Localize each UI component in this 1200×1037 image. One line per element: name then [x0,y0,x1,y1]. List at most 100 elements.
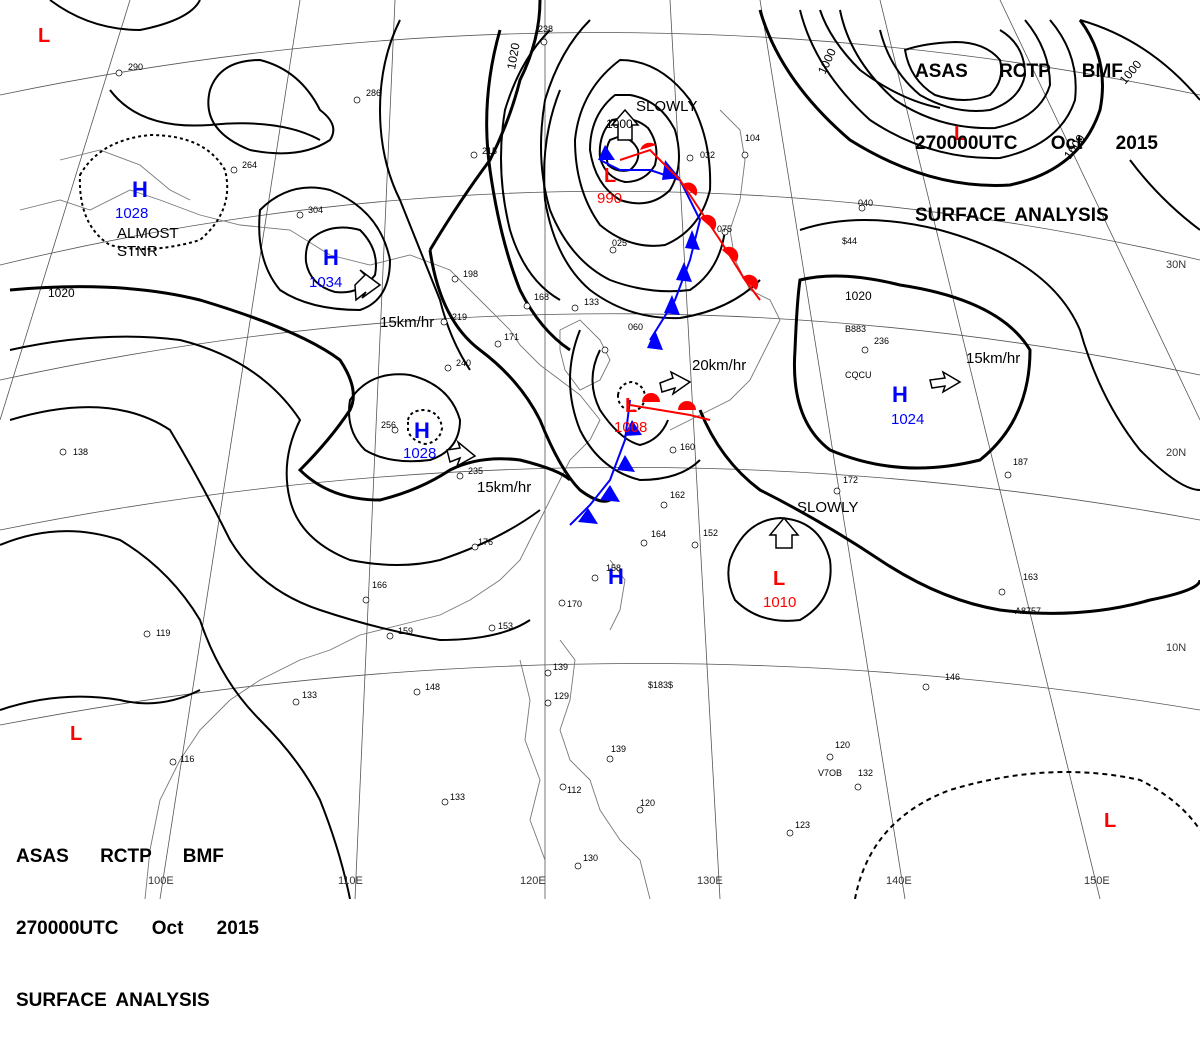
movement-labels: SLOWLY 15km/hr 15km/hr 20km/hr 15km/hr S… [117,98,1020,516]
chart-header: ASAS RCTP BMF [16,846,224,867]
svg-text:166: 166 [372,580,387,590]
station-symbol: 148 [413,682,440,696]
movement-label: 15km/hr [966,350,1020,367]
station-symbol: 236 [861,336,889,354]
station-symbol: 123 [786,820,810,837]
station-symbol: 286 [353,88,381,104]
station-symbol: 152 [691,528,718,549]
station-symbol: 132 [854,768,873,791]
graticule [0,0,1200,899]
svg-text:172: 172 [843,475,858,485]
svg-text:219: 219 [452,312,467,322]
svg-text:170: 170 [567,599,582,609]
movement-label: SLOWLY [797,499,858,516]
high-center-h: H [323,245,339,270]
station-symbol: 163 [998,572,1038,596]
station-symbol: 133 [571,297,599,312]
svg-text:304: 304 [308,205,323,215]
high-center-value: 1028 [403,445,436,462]
station-symbol: 160 [669,442,695,454]
movement-label: 20km/hr [692,357,746,374]
svg-text:119: 119 [156,628,170,638]
svg-text:152: 152 [703,528,718,538]
high-center-value: 1034 [309,274,342,291]
svg-text:168: 168 [534,292,549,302]
svg-text:164: 164 [651,529,666,539]
low-center-value: 1010 [763,594,796,611]
svg-text:075: 075 [717,224,732,234]
svg-text:104: 104 [745,133,760,143]
station-symbol: 040 [858,198,873,212]
station-symbol: 130 [574,853,598,870]
station-symbol: 198 [451,269,478,283]
cold-front [569,145,702,526]
station-symbol: 171 [494,332,519,348]
station-symbol: 164 [640,529,666,547]
station-symbol: 075 [717,224,732,236]
station-id: B883 [845,324,866,334]
lon-label: 140E [886,875,912,887]
station-symbol: 138 [59,447,88,457]
movement-label: STNR [117,243,158,260]
movement-label: ALMOST [117,225,179,242]
station-symbol: 153 [488,621,513,632]
svg-text:158: 158 [606,563,621,573]
station-symbol: 256 [381,420,399,434]
svg-text:148: 148 [425,682,440,692]
svg-text:238: 238 [538,24,553,34]
svg-text:133: 133 [450,792,465,802]
svg-text:120: 120 [835,740,850,750]
station-symbol: 170 [558,599,582,609]
svg-text:286: 286 [366,88,381,98]
svg-text:215: 215 [482,146,497,156]
station-symbol: 187 [1004,457,1028,479]
station-symbol: 159 [386,626,413,640]
lon-label: 110E [338,875,363,887]
lat-label: 10N [1166,642,1186,654]
svg-text:132: 132 [858,768,873,778]
chart-valid-time: 270000UTC Oct 2015 [16,918,259,939]
station-symbol: 120 [636,798,655,814]
station-symbol: 264 [230,160,257,174]
warm-front [619,142,761,421]
high-center-h: H [414,418,430,443]
low-center-l: L [38,25,50,47]
svg-text:060: 060 [628,322,643,332]
station-symbol: 060 [601,322,643,354]
coastlines [19,109,781,899]
station-symbol: 166 [362,580,387,604]
svg-text:264: 264 [242,160,257,170]
station-symbol: 158 [591,563,621,582]
isobar-label: 1000 [815,46,839,76]
station-symbol: 120 [826,740,850,761]
low-center-value: 990 [597,190,622,207]
station-id: $183$ [648,680,673,690]
movement-label: SLOWLY [636,98,697,115]
station-symbol: 304 [296,205,323,219]
station-symbol: 119 [143,628,170,638]
svg-text:290: 290 [128,62,143,72]
svg-text:133: 133 [302,690,317,700]
station-symbol: 025 [609,238,627,254]
svg-text:162: 162 [670,490,685,500]
lon-label: 130E [697,875,723,887]
station-symbol: 032 [686,150,715,162]
graticule-labels: 100E 110E 120E 130E 140E 150E 30N 20N 10… [148,259,1186,887]
svg-text:130: 130 [583,853,598,863]
low-center-l: L [625,395,637,417]
station-symbol: 139 [544,662,568,677]
low-center-value: 1008 [614,419,647,436]
station-symbol: 104 [741,133,760,159]
isobar-label: 1020 [504,41,522,70]
svg-text:139: 139 [611,744,626,754]
low-center-l: L [954,123,966,145]
station-symbol: 133 [441,792,465,806]
chart-title-bottom: ASAS RCTP BMF 270000UTC Oct 2015 SURFACE… [16,797,259,1037]
lon-label: 150E [1084,875,1110,887]
low-center-l: L [1104,810,1116,832]
svg-text:123: 123 [795,820,810,830]
svg-text:139: 139 [553,662,568,672]
isobar-label: 1020 [845,289,872,303]
station-plots: 290 264 304 198 240 256 219 235 176 166 … [59,24,1041,870]
station-symbol: 235 [456,466,483,480]
